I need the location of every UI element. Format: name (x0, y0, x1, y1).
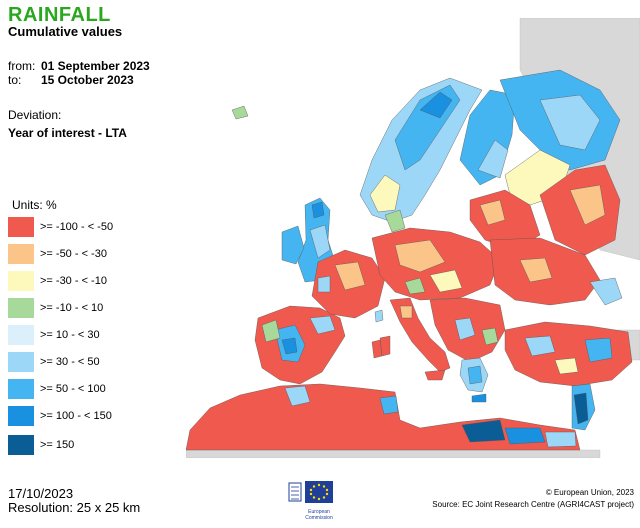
legend-item: >= 30 - < 50 (8, 351, 100, 373)
legend-swatch (8, 379, 34, 399)
region-france (311, 249, 386, 319)
region-levant (571, 383, 596, 431)
region-central-europe (371, 227, 501, 301)
source-notice: Source: EC Joint Research Centre (AGRI4C… (432, 500, 634, 509)
region-ukraine (489, 237, 623, 306)
region-turkey (504, 321, 633, 387)
legend-title: Units: % (12, 198, 57, 212)
legend-item: >= -10 - < 10 (8, 297, 103, 319)
region-denmark (384, 209, 406, 233)
map-subtitle: Cumulative values (8, 24, 123, 39)
period-from: from: 01 September 2023 (8, 59, 150, 73)
map-resolution: Resolution: 25 x 25 km (8, 500, 141, 515)
region-balkans (429, 297, 506, 363)
copyright-notice: © European Union, 2023 (545, 488, 634, 497)
legend-item: >= -50 - < -30 (8, 243, 107, 265)
region-iceland (231, 105, 249, 120)
map-title: RAINFALL (8, 4, 111, 26)
logo-text-1: European (308, 509, 330, 515)
legend-swatch (8, 244, 34, 264)
region-iberia (254, 305, 346, 385)
legend-item: >= -30 - < -10 (8, 270, 107, 292)
region-finland (459, 89, 516, 186)
region-italy (379, 297, 451, 381)
legend-label: >= 150 (40, 439, 75, 451)
legend-swatch (8, 325, 34, 345)
legend-item: >= 150 (8, 434, 74, 456)
period-to: to: 15 October 2023 (8, 73, 134, 87)
region-scandinavia (359, 77, 483, 223)
region-north-africa (186, 383, 581, 451)
issue-date: 17/10/2023 (8, 486, 74, 501)
legend-label: >= 10 - < 30 (40, 329, 100, 341)
legend-swatch (8, 217, 34, 237)
legend-swatch (8, 271, 34, 291)
region-greece (459, 357, 489, 403)
european-commission-logo: European Commission (285, 477, 355, 523)
legend-item: >= -100 - < -50 (8, 216, 113, 238)
period-from-label: from: (8, 59, 36, 73)
deviation-label: Deviation: (8, 108, 62, 122)
europe-rainfall-map (186, 18, 640, 458)
region-nw-russia (499, 69, 621, 256)
logo-text-2: Commission (305, 515, 333, 521)
deviation-value: Year of interest - LTA (8, 126, 127, 140)
period-to-label: to: (8, 73, 22, 87)
legend-label: >= 30 - < 50 (40, 356, 100, 368)
legend-swatch (8, 352, 34, 372)
legend-item: >= 100 - < 150 (8, 405, 112, 427)
legend-label: >= -50 - < -30 (40, 248, 107, 260)
legend-label: >= 50 - < 100 (40, 383, 106, 395)
region-baltics (469, 189, 541, 251)
legend-label: >= 100 - < 150 (40, 410, 112, 422)
legend-item: >= 10 - < 30 (8, 324, 100, 346)
period-from-value: 01 September 2023 (41, 59, 150, 73)
legend-swatch (8, 406, 34, 426)
legend-item: >= 50 - < 100 (8, 378, 106, 400)
legend-label: >= -10 - < 10 (40, 302, 104, 314)
legend-swatch (8, 435, 34, 455)
legend-label: >= -100 - < -50 (40, 221, 114, 233)
region-islands (371, 309, 384, 359)
legend-label: >= -30 - < -10 (40, 275, 107, 287)
period-to-value: 15 October 2023 (41, 73, 134, 87)
legend-swatch (8, 298, 34, 318)
